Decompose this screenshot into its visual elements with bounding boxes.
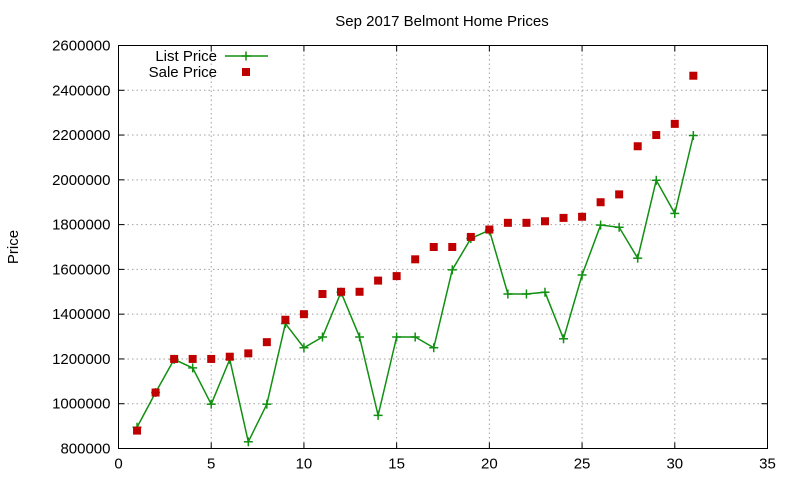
list-price-point <box>317 332 327 342</box>
x-tick-label: 10 <box>296 456 313 473</box>
sale-price-point <box>429 243 438 251</box>
x-tick-label: 5 <box>207 456 215 473</box>
sale-price-point <box>299 310 308 319</box>
sale-price-point <box>485 225 494 234</box>
y-tick-label: 800000 <box>60 441 110 458</box>
list-price-point <box>559 334 569 344</box>
sale-price-point <box>578 212 587 221</box>
list-price-point <box>670 208 680 218</box>
x-tick-label: 35 <box>759 456 776 473</box>
sale-price-point <box>466 232 475 241</box>
y-tick-label: 2400000 <box>52 82 110 99</box>
list-price-point <box>410 332 420 342</box>
y-tick-label: 1000000 <box>52 396 110 413</box>
sale-price-point <box>151 388 160 397</box>
list-price-point <box>429 343 439 353</box>
list-price-point <box>614 222 624 232</box>
y-tick-label: 2000000 <box>52 172 110 189</box>
list-price-point <box>633 253 643 263</box>
list-price-point <box>188 363 198 373</box>
legend-label-list-price: List Price <box>155 48 217 65</box>
chart-title: Sep 2017 Belmont Home Prices <box>335 13 548 30</box>
list-price-point <box>540 287 550 297</box>
series <box>132 71 698 447</box>
sale-price-point <box>559 213 568 222</box>
sale-price-point <box>615 190 624 199</box>
sale-price-point <box>318 290 327 299</box>
sale-price-point <box>225 352 234 361</box>
sale-price-point <box>652 131 661 140</box>
x-tick-label: 25 <box>574 456 591 473</box>
axis-ticks: 0 5 10 15 20 25 30 35 800000 1000000 1200000 140000… <box>52 38 776 473</box>
list-price-point <box>688 131 698 141</box>
sale-price-point <box>540 217 549 226</box>
x-tick-label: 20 <box>481 456 498 473</box>
list-price-point <box>577 270 587 280</box>
legend-marker-list-price <box>241 51 251 61</box>
y-tick-label: 1600000 <box>52 261 110 278</box>
y-tick-label: 1400000 <box>52 306 110 323</box>
list-price-point <box>447 265 457 275</box>
sale-price-point <box>133 426 142 435</box>
sale-price-point <box>207 354 216 363</box>
list-price-point <box>503 289 513 299</box>
sale-price-point <box>411 255 420 264</box>
y-tick-label: 2200000 <box>52 127 110 144</box>
list-price-point <box>206 399 216 409</box>
list-price-point <box>355 332 365 342</box>
y-axis-label: Price <box>5 230 22 264</box>
sale-price-point <box>374 276 383 285</box>
plot-frame <box>118 45 768 449</box>
list-price-point <box>262 399 272 409</box>
list-price-point <box>299 343 309 353</box>
sale-price-point <box>596 198 605 207</box>
y-tick-label: 2600000 <box>52 38 110 55</box>
x-tick-label: 0 <box>114 456 122 473</box>
sale-price-point <box>392 272 401 281</box>
list-price-point <box>651 175 661 185</box>
sale-price-point <box>188 354 197 363</box>
sale-price-point <box>522 218 531 227</box>
legend-marker-sale-price <box>242 68 250 76</box>
x-tick-label: 15 <box>388 456 405 473</box>
sale-price-point <box>244 349 253 358</box>
list-price-point <box>243 437 253 447</box>
sale-price-point <box>337 287 346 296</box>
list-price-point <box>373 410 383 420</box>
legend: List Price Sale Price <box>149 48 268 81</box>
grid <box>118 45 768 449</box>
sale-price-point <box>448 243 457 251</box>
sale-price-point <box>633 142 642 151</box>
legend-label-sale-price: Sale Price <box>149 64 217 81</box>
x-tick-label: 30 <box>666 456 683 473</box>
sale-price-point <box>689 71 698 80</box>
sale-price-point <box>503 218 512 227</box>
sale-price-point <box>670 119 679 128</box>
sale-price-point <box>262 338 271 347</box>
series-line-list-price <box>136 135 695 445</box>
sale-price-point <box>355 287 364 296</box>
list-price-point <box>521 289 531 299</box>
y-tick-label: 1800000 <box>52 217 110 234</box>
y-tick-label: 1200000 <box>52 351 110 368</box>
list-price-point <box>392 332 402 342</box>
list-price-point <box>596 220 606 230</box>
sale-price-point <box>170 354 179 363</box>
sale-price-point <box>281 315 290 324</box>
